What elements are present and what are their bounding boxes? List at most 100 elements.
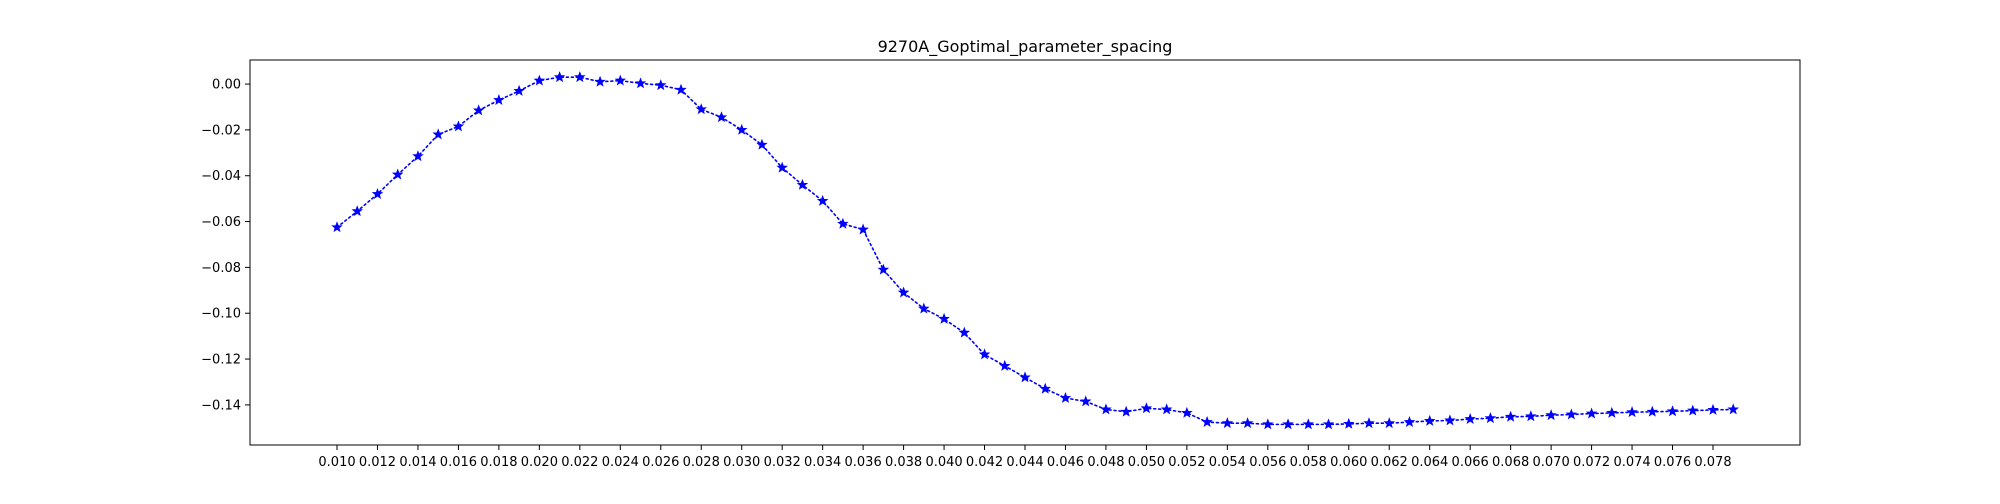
- data-point-marker: [1444, 414, 1456, 426]
- x-tick-label: 0.064: [1411, 455, 1448, 470]
- x-tick-label: 0.060: [1330, 455, 1367, 470]
- x-tick-label: 0.032: [764, 455, 801, 470]
- y-tick-label: 0.00: [212, 78, 241, 93]
- x-tick-label: 0.050: [1128, 455, 1165, 470]
- data-point-marker: [594, 75, 606, 87]
- data-point-marker: [574, 71, 586, 83]
- y-tick-label: −0.06: [201, 215, 241, 230]
- data-point-marker: [1241, 417, 1254, 429]
- x-tick-label: 0.012: [359, 455, 396, 470]
- y-tick-label: −0.08: [201, 261, 241, 276]
- data-point-marker: [634, 77, 647, 89]
- data-point-marker: [918, 302, 930, 314]
- data-point-marker: [1666, 405, 1679, 417]
- data-point-marker: [1160, 403, 1173, 415]
- data-point-marker: [1565, 408, 1578, 420]
- data-point-marker: [695, 103, 707, 115]
- data-point-marker: [1464, 413, 1476, 424]
- x-tick-label: 0.048: [1087, 455, 1124, 470]
- data-point-marker: [1585, 407, 1598, 419]
- data-point-marker: [837, 217, 849, 229]
- chart-title: 9270A_Goptimal_parameter_spacing: [878, 37, 1173, 57]
- data-point-marker: [1727, 403, 1739, 415]
- y-tick-label: −0.02: [201, 123, 241, 138]
- data-point-marker: [1221, 417, 1234, 429]
- data-point-marker: [1019, 371, 1031, 383]
- data-point-marker: [796, 178, 809, 190]
- data-point-marker: [331, 221, 343, 233]
- x-tick-label: 0.044: [1006, 455, 1043, 470]
- x-tick-label: 0.010: [318, 455, 355, 470]
- data-point-marker: [675, 83, 687, 95]
- data-point-marker: [1039, 382, 1051, 394]
- x-tick-label: 0.070: [1533, 455, 1570, 470]
- data-point-marker: [614, 74, 627, 86]
- x-tick-label: 0.020: [521, 455, 558, 470]
- data-point-marker: [1282, 418, 1294, 430]
- data-point-marker: [1545, 409, 1557, 421]
- x-tick-label: 0.078: [1694, 455, 1731, 470]
- y-tick-label: −0.04: [201, 169, 241, 184]
- y-tick-label: −0.12: [201, 353, 241, 368]
- x-tick-label: 0.042: [966, 455, 1003, 470]
- plot-area: 0.010 0.012 0.014 0.016 0.018 0.020 0.022 0.024…: [201, 59, 1801, 470]
- x-tick-label: 0.016: [440, 455, 477, 470]
- x-tick-label: 0.036: [845, 455, 882, 470]
- data-point-marker: [816, 194, 829, 206]
- x-tick-label: 0.074: [1613, 455, 1650, 470]
- data-point-marker: [452, 120, 465, 132]
- data-point-marker: [371, 188, 384, 199]
- x-tick-label: 0.046: [1047, 455, 1084, 470]
- data-point-marker: [1201, 416, 1213, 427]
- x-tick-label: 0.026: [642, 455, 679, 470]
- data-point-marker: [472, 104, 485, 116]
- data-point-marker: [1383, 417, 1395, 429]
- series-line: [336, 76, 1735, 426]
- data-point-marker: [1525, 410, 1537, 422]
- data-point-marker: [715, 111, 728, 123]
- x-tick-label: 0.062: [1371, 455, 1408, 470]
- data-point-marker: [1363, 417, 1375, 429]
- data-point-marker: [1484, 412, 1497, 424]
- data-point-marker: [1646, 405, 1659, 417]
- data-point-marker: [1707, 403, 1719, 415]
- data-point-marker: [999, 359, 1011, 371]
- data-point-marker: [1302, 418, 1315, 430]
- data-point-marker: [897, 286, 910, 298]
- x-tick-label: 0.024: [602, 455, 639, 470]
- data-point-marker: [1181, 406, 1193, 418]
- x-tick-label: 0.030: [723, 455, 760, 470]
- x-tick-label: 0.014: [399, 455, 436, 470]
- x-tick-label: 0.038: [885, 455, 922, 470]
- data-point-marker: [513, 84, 525, 96]
- data-point-marker: [735, 123, 748, 135]
- x-tick-label: 0.022: [561, 455, 598, 470]
- data-point-marker: [1262, 418, 1274, 430]
- data-point-marker: [553, 71, 566, 83]
- data-point-marker: [1606, 406, 1618, 418]
- data-point-marker: [1059, 391, 1072, 403]
- data-point-marker: [877, 263, 890, 275]
- x-tick-label: 0.072: [1573, 455, 1610, 470]
- data-point-marker: [978, 348, 991, 360]
- data-point-marker: [1423, 414, 1436, 426]
- x-tick-label: 0.058: [1290, 455, 1327, 470]
- x-tick-label: 0.056: [1249, 455, 1286, 470]
- x-tick-label: 0.054: [1209, 455, 1246, 470]
- data-point-marker: [493, 94, 505, 105]
- data-point-marker: [1322, 418, 1335, 430]
- data-point-marker: [938, 312, 950, 324]
- data-point-marker: [1343, 417, 1355, 429]
- data-point-marker: [533, 74, 546, 86]
- data-point-marker: [776, 161, 788, 173]
- data-point-marker: [351, 205, 363, 217]
- data-point-marker: [857, 223, 869, 235]
- x-tick-label: 0.040: [925, 455, 962, 470]
- data-point-marker: [412, 150, 424, 162]
- data-point-marker: [1687, 404, 1699, 416]
- data-point-marker: [1120, 405, 1132, 417]
- x-tick-label: 0.068: [1492, 455, 1529, 470]
- data-point-marker: [1403, 416, 1416, 427]
